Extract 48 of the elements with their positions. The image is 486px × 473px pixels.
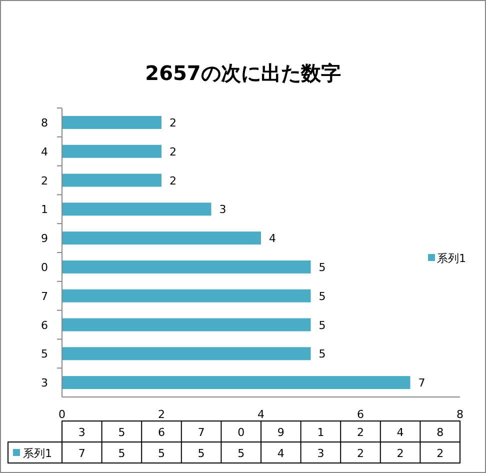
category-label: 4 [396,426,404,439]
y-tick-label: 8 [41,116,48,130]
y-tick-label: 4 [41,145,48,158]
category-label: 8 [436,426,444,439]
y-tick-label: 5 [41,348,48,361]
data-label: 3 [219,203,226,216]
category-label: 3 [78,426,86,439]
y-tick-label: 2 [41,174,48,188]
text: 系列1 [23,447,52,460]
data-label: 5 [318,348,326,361]
y-tick-label: 0 [41,260,48,274]
data-label: 2 [170,174,176,188]
y-tick-label: 6 [41,318,48,332]
y-tick-label: 3 [41,376,48,390]
category-label: 6 [158,426,165,439]
x-tick-label: 4 [258,408,264,421]
category-label: 2 [357,426,364,439]
data-label: 7 [418,376,426,390]
data-label: 5 [318,260,326,274]
category-label: 5 [118,447,126,460]
category-label: 0 [238,426,245,439]
category-label: 2 [357,447,364,460]
data-label: 5 [318,318,326,332]
data-label: 5 [318,290,326,303]
category-label: 7 [78,447,86,460]
category-label: 2 [396,447,404,460]
category-label: 1 [317,426,324,439]
category-label: 5 [118,426,126,439]
y-tick-label: 1 [41,203,48,216]
x-tick-label: 2 [158,408,165,421]
y-tick-label: 9 [41,232,48,246]
legend-label: 系列1 [437,252,466,265]
category-label: 9 [277,426,284,439]
chart-title: 2657の次に出た数字 [145,61,341,85]
data-label: 2 [170,116,176,130]
x-tick-label: 0 [58,408,66,421]
category-label: 2 [436,447,444,460]
x-tick-label: 6 [357,408,364,421]
category-label: 5 [158,447,165,460]
data-label: 2 [170,145,176,158]
y-tick-label: 7 [41,290,48,303]
category-label: 3 [317,447,324,460]
category-label: 7 [198,426,205,439]
category-label: 5 [198,447,205,460]
x-tick-label: 8 [456,408,464,421]
category-label: 5 [238,447,245,460]
category-label: 4 [277,447,284,460]
data-label: 4 [269,232,276,246]
